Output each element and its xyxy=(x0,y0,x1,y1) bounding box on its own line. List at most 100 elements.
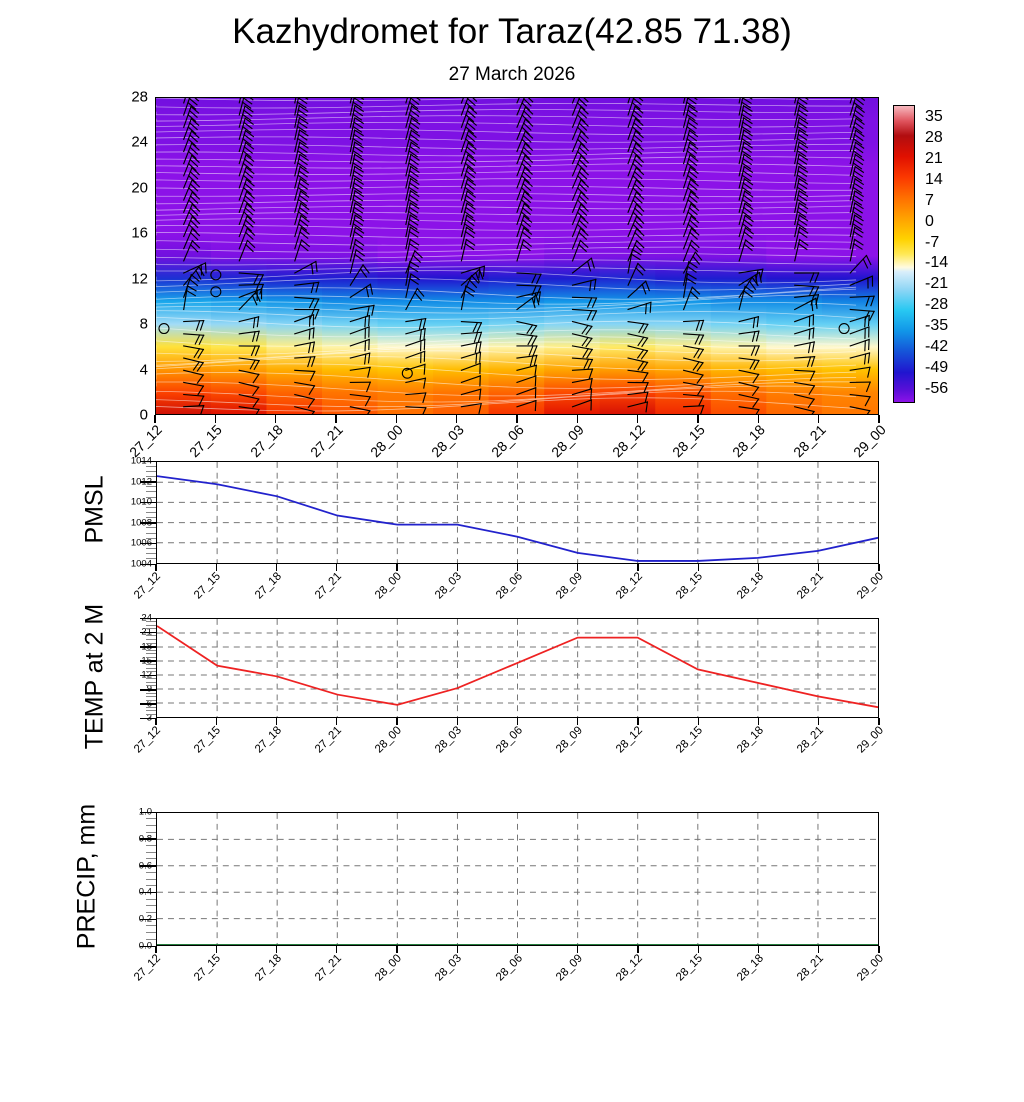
x-tick xyxy=(155,946,156,953)
minor-tick xyxy=(146,899,156,900)
x-tick xyxy=(577,415,578,423)
x-tick xyxy=(698,718,699,725)
forecast-meteogram: Kazhydromet for Taraz(42.85 71.38) 27 Ma… xyxy=(0,0,1024,1024)
colorbar-tick: 28 xyxy=(925,129,943,147)
y-axis-tick-label: 21 xyxy=(32,627,152,638)
minor-tick xyxy=(140,543,156,545)
minor-tick xyxy=(146,643,156,644)
minor-tick xyxy=(140,502,156,504)
x-tick xyxy=(818,415,819,423)
x-tick xyxy=(637,946,638,953)
x-tick xyxy=(216,946,217,953)
minor-tick xyxy=(146,845,156,846)
x-tick xyxy=(517,946,518,953)
minor-tick xyxy=(140,632,156,634)
x-tick xyxy=(396,946,397,953)
minor-tick xyxy=(146,852,156,853)
x-tick xyxy=(818,718,819,725)
x-tick xyxy=(336,946,337,953)
y-axis-tick-label: 24 xyxy=(32,613,152,624)
y-axis-tick-label: 0.4 xyxy=(32,887,152,898)
minor-tick xyxy=(146,939,156,940)
colorbar-tick: -21 xyxy=(925,275,948,293)
minor-tick xyxy=(146,471,156,472)
temp-plot xyxy=(157,619,878,717)
x-tick xyxy=(818,946,819,953)
y-axis-tick-label: 28 xyxy=(28,89,148,106)
y-axis-tick-label: 4 xyxy=(28,361,148,378)
temp-panel xyxy=(156,618,879,718)
x-tick xyxy=(457,946,458,953)
minor-tick xyxy=(146,832,156,833)
x-tick xyxy=(697,415,698,423)
x-tick xyxy=(818,564,819,571)
x-tick xyxy=(216,564,217,571)
colorbar-tick: 14 xyxy=(925,171,943,189)
pmsl-panel xyxy=(156,461,879,564)
x-tick xyxy=(698,946,699,953)
y-axis-tick-label: 20 xyxy=(28,179,148,196)
minor-tick xyxy=(146,476,156,477)
y-axis-tick-label: 0.2 xyxy=(32,914,152,925)
colorbar-tick: -7 xyxy=(925,234,939,252)
x-tick xyxy=(637,415,638,423)
minor-tick xyxy=(146,668,156,669)
minor-tick xyxy=(146,533,156,534)
x-tick xyxy=(577,564,578,571)
minor-tick-group xyxy=(140,461,156,564)
minor-tick xyxy=(146,491,156,492)
minor-tick xyxy=(140,946,156,948)
y-axis-tick-label: 6 xyxy=(32,698,152,709)
minor-tick xyxy=(146,932,156,933)
minor-tick xyxy=(146,512,156,513)
x-tick xyxy=(215,415,216,423)
y-axis-tick-label: 0 xyxy=(28,407,148,424)
minor-tick xyxy=(140,646,156,648)
minor-tick-group xyxy=(140,812,156,946)
y-axis-tick-label: 12 xyxy=(28,270,148,287)
minor-tick xyxy=(146,507,156,508)
minor-tick xyxy=(146,682,156,683)
y-axis-tick-label: 0.6 xyxy=(32,860,152,871)
x-tick xyxy=(878,946,879,953)
x-tick xyxy=(275,415,276,423)
minor-tick xyxy=(146,497,156,498)
minor-tick xyxy=(146,685,156,686)
minor-tick xyxy=(146,650,156,651)
y-axis-tick-label: 18 xyxy=(32,641,152,652)
minor-tick xyxy=(146,664,156,665)
colorbar-tick: 0 xyxy=(925,213,934,231)
x-tick xyxy=(457,564,458,571)
minor-tick xyxy=(140,461,156,463)
cross-section-plot xyxy=(156,98,878,414)
x-tick xyxy=(155,718,156,725)
x-tick xyxy=(577,946,578,953)
x-tick xyxy=(516,415,517,423)
colorbar-tick: -28 xyxy=(925,296,948,314)
x-tick xyxy=(396,415,397,423)
x-tick-group xyxy=(156,718,879,725)
y-axis-tick-label: 1014 xyxy=(32,456,152,467)
minor-tick xyxy=(146,553,156,554)
minor-tick xyxy=(146,707,156,708)
minor-tick xyxy=(140,812,156,814)
minor-tick xyxy=(140,689,156,691)
x-tick xyxy=(517,718,518,725)
x-tick xyxy=(758,946,759,953)
y-axis-tick-label: 0.8 xyxy=(32,833,152,844)
y-axis-tick-label: 1012 xyxy=(32,476,152,487)
y-axis-tick-label: 1006 xyxy=(32,538,152,549)
x-tick xyxy=(216,718,217,725)
x-tick xyxy=(457,718,458,725)
minor-tick xyxy=(140,892,156,894)
y-axis-tick-label: 3 xyxy=(32,713,152,724)
minor-tick xyxy=(140,838,156,840)
minor-tick xyxy=(146,885,156,886)
minor-tick xyxy=(146,538,156,539)
x-tick xyxy=(276,718,277,725)
precip-plot xyxy=(157,813,878,945)
y-axis-tick-label: 16 xyxy=(28,225,148,242)
minor-tick xyxy=(146,527,156,528)
minor-tick xyxy=(146,912,156,913)
y-axis-tick-label: 9 xyxy=(32,684,152,695)
